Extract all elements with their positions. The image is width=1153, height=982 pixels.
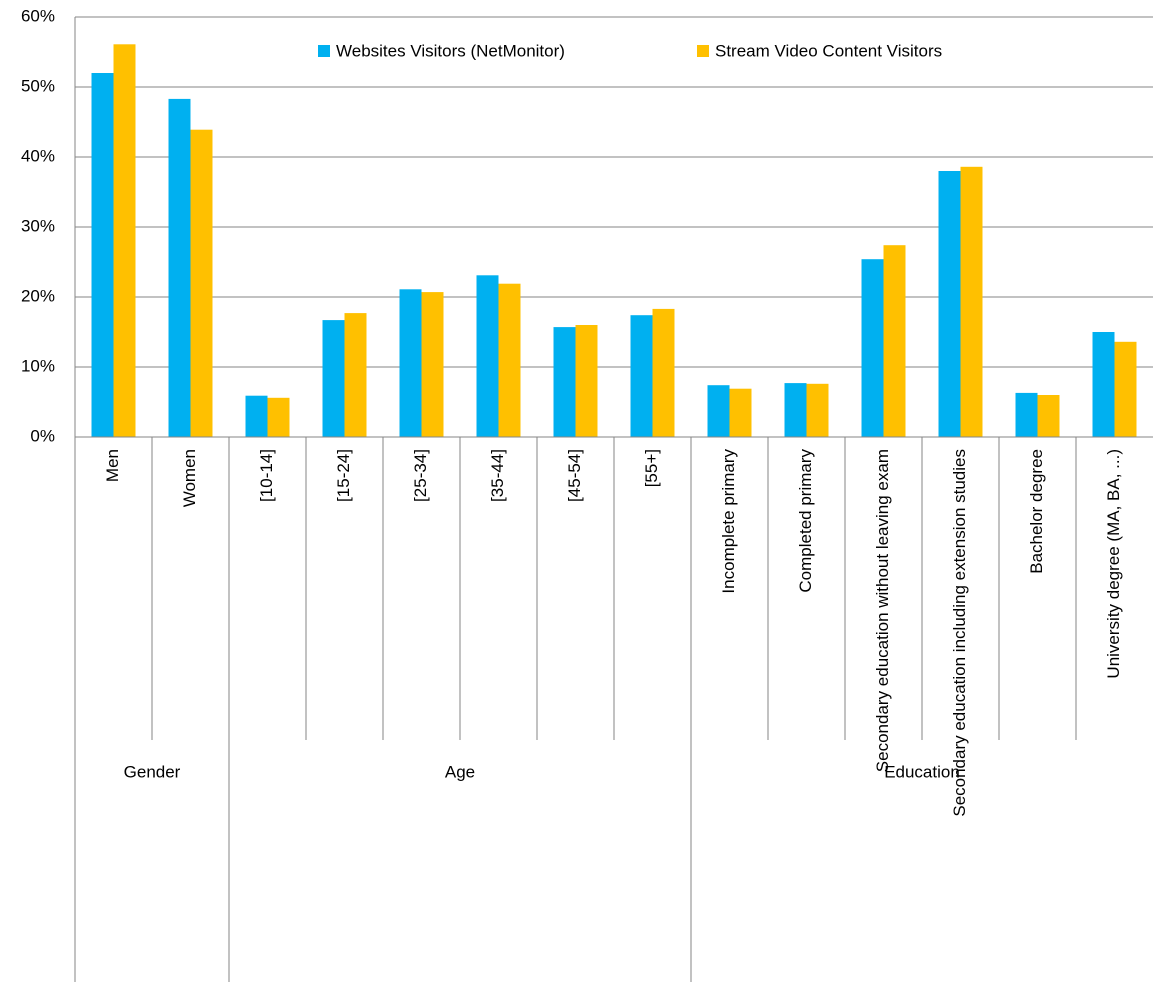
y-tick-label: 30% [21, 216, 55, 235]
bar [630, 315, 653, 437]
y-tick-label: 60% [21, 6, 55, 25]
y-tick-label: 20% [21, 286, 55, 305]
bar [707, 385, 730, 437]
bar [861, 259, 884, 437]
bar [729, 388, 752, 437]
bar [938, 171, 961, 437]
y-tick-label: 40% [21, 146, 55, 165]
bar [399, 289, 422, 437]
bar [421, 292, 444, 437]
x-tick-label: Secondary education including extension … [950, 449, 969, 817]
bar [575, 325, 598, 437]
x-tick-label: [15-24] [334, 449, 353, 502]
bar [168, 98, 191, 438]
group-label: Gender [124, 762, 181, 781]
y-tick-label: 0% [30, 426, 55, 445]
bar [1092, 332, 1115, 437]
bar [1037, 395, 1060, 437]
x-tick-label: [45-54] [565, 449, 584, 502]
group-label: Education [884, 762, 960, 781]
bar [883, 245, 906, 437]
x-tick-label: [10-14] [257, 449, 276, 502]
y-tick-label: 10% [21, 356, 55, 375]
x-tick-label: Completed primary [796, 449, 815, 593]
y-tick-label: 50% [21, 76, 55, 95]
legend-swatch [697, 45, 709, 57]
bar [498, 283, 521, 437]
x-tick-label: Bachelor degree [1027, 449, 1046, 574]
bar [652, 308, 675, 437]
x-tick-label: Men [103, 449, 122, 482]
bar [784, 383, 807, 437]
x-tick-label: University degree (MA, BA, ...) [1104, 449, 1123, 679]
legend-label: Websites Visitors (NetMonitor) [336, 41, 565, 60]
bar [245, 395, 268, 437]
bar [91, 73, 114, 437]
x-tick-label: [35-44] [488, 449, 507, 502]
legend-label: Stream Video Content Visitors [715, 41, 942, 60]
x-tick-label: [25-34] [411, 449, 430, 502]
bar [476, 275, 499, 437]
bar [960, 166, 983, 438]
legend-swatch [318, 45, 330, 57]
bar [1114, 341, 1137, 437]
bar [344, 313, 367, 437]
bar [113, 44, 136, 438]
x-tick-label: Secondary education without leaving exam [873, 449, 892, 772]
bar [553, 327, 576, 437]
bar [1015, 392, 1038, 437]
x-tick-label: Women [180, 449, 199, 507]
x-tick-label: Incomplete primary [719, 449, 738, 594]
bar [267, 397, 290, 437]
x-tick-label: [55+] [642, 449, 661, 487]
group-label: Age [445, 762, 475, 781]
bar [806, 383, 829, 437]
bar [190, 129, 213, 437]
bar [322, 320, 345, 437]
